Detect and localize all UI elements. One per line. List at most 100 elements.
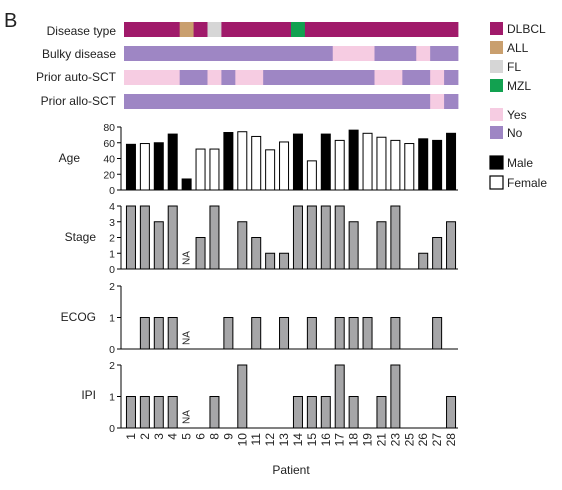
patient-tick-12: 12 bbox=[263, 433, 277, 447]
stage-bar-28 bbox=[446, 221, 457, 270]
legend-label-male: Male bbox=[507, 156, 533, 170]
auto-cell-3 bbox=[151, 70, 167, 85]
ecog-bar-17 bbox=[334, 317, 345, 350]
ipi-y-tick-label: 2 bbox=[109, 360, 115, 372]
ipi-na-label-5: NA bbox=[182, 410, 193, 424]
age-y-tick-label: 20 bbox=[103, 169, 115, 181]
age-bar-23 bbox=[390, 139, 401, 191]
patient-tick-17: 17 bbox=[333, 433, 347, 447]
age-y-tick-label: 80 bbox=[103, 122, 115, 134]
legend-swatch-mzl bbox=[490, 79, 503, 92]
auto-cell-18 bbox=[346, 70, 361, 85]
disease-cell-3 bbox=[151, 22, 167, 37]
prior-allo-sct-label: Prior allo-SCT bbox=[41, 94, 117, 108]
patient-tick-4: 4 bbox=[166, 433, 180, 440]
ecog-bar-9 bbox=[223, 317, 234, 350]
auto-cell-2 bbox=[137, 70, 153, 85]
age-bar-25 bbox=[404, 143, 415, 191]
bulky-cell-28 bbox=[444, 46, 459, 61]
stage-na-label-5: NA bbox=[182, 251, 193, 265]
age-panel: 0 20 40 60 80 bbox=[103, 122, 458, 197]
age-y-tick-label: 0 bbox=[109, 185, 115, 197]
disease-cell-5 bbox=[179, 22, 194, 37]
bulky-cell-13 bbox=[277, 46, 292, 61]
age-bar-12 bbox=[265, 149, 276, 191]
stage-bar-10 bbox=[237, 221, 248, 270]
bulky-disease-track bbox=[124, 46, 459, 61]
auto-cell-6 bbox=[193, 70, 208, 85]
legend-swatch-all bbox=[490, 41, 503, 54]
ecog-bar-19 bbox=[362, 317, 373, 350]
disease-cell-23 bbox=[388, 22, 403, 37]
ecog-bar-23 bbox=[390, 317, 401, 350]
patient-tick-11: 11 bbox=[249, 433, 263, 446]
allo-cell-28 bbox=[444, 94, 459, 109]
patient-tick-28: 28 bbox=[444, 433, 458, 447]
allo-cell-6 bbox=[193, 94, 208, 109]
patient-tick-15: 15 bbox=[305, 433, 319, 447]
ecog-na-label-5: NA bbox=[182, 331, 193, 345]
ipi-bar-21 bbox=[376, 396, 387, 429]
disease-cell-28 bbox=[444, 22, 459, 37]
patient-tick-labels: 1 2 3 4 5 6 8 9 10 11 12 13 14 15 16 17 18 19 21 23 25 26 27 28 bbox=[124, 433, 458, 447]
patient-tick-9: 9 bbox=[221, 433, 235, 440]
disease-cell-17 bbox=[332, 22, 348, 37]
bulky-cell-3 bbox=[151, 46, 167, 61]
allo-cell-10 bbox=[235, 94, 250, 109]
patient-tick-1: 1 bbox=[124, 433, 138, 440]
auto-cell-21 bbox=[374, 70, 389, 85]
disease-cell-27 bbox=[430, 22, 445, 37]
auto-cell-9 bbox=[221, 70, 236, 85]
age-axis-label: Age bbox=[59, 151, 81, 165]
stage-bar-8 bbox=[209, 205, 220, 270]
x-axis-label: Patient bbox=[272, 463, 310, 477]
age-bar-14 bbox=[292, 133, 303, 191]
age-bar-15 bbox=[306, 160, 317, 191]
legend-swatch-dlbcl bbox=[490, 22, 503, 35]
disease-cell-14 bbox=[291, 22, 306, 37]
ipi-bar-18 bbox=[348, 396, 359, 429]
disease-cell-4 bbox=[165, 22, 181, 37]
auto-cell-17 bbox=[332, 70, 348, 85]
disease-cell-15 bbox=[304, 22, 320, 37]
bulky-cell-11 bbox=[249, 46, 264, 61]
ecog-axis-label: ECOG bbox=[61, 310, 96, 324]
ecog-bar-3 bbox=[153, 317, 164, 350]
allo-cell-9 bbox=[221, 94, 236, 109]
allo-cell-15 bbox=[304, 94, 320, 109]
ipi-bar-16 bbox=[320, 396, 331, 429]
disease-cell-1 bbox=[124, 22, 139, 37]
patient-tick-18: 18 bbox=[347, 433, 361, 447]
stage-bar-11 bbox=[251, 237, 262, 270]
bulky-cell-4 bbox=[165, 46, 181, 61]
age-bar-9 bbox=[223, 132, 234, 191]
ipi-axis-label: IPI bbox=[81, 388, 96, 402]
disease-cell-10 bbox=[235, 22, 250, 37]
bulky-cell-6 bbox=[193, 46, 208, 61]
ipi-y-tick-label: 1 bbox=[109, 392, 115, 404]
disease-cell-25 bbox=[402, 22, 417, 37]
ecog-bar-2 bbox=[139, 317, 150, 350]
stage-bar-16 bbox=[320, 205, 331, 270]
patient-tick-26: 26 bbox=[416, 433, 430, 447]
legend-swatch-female bbox=[489, 175, 504, 190]
disease-cell-18 bbox=[346, 22, 361, 37]
age-bar-10 bbox=[237, 131, 248, 191]
age-bar-13 bbox=[279, 141, 290, 191]
stage-panel: 0 1 2 3 4 NA bbox=[109, 201, 458, 276]
legend-swatch-yes bbox=[490, 108, 503, 121]
stage-bar-12 bbox=[265, 252, 276, 270]
disease-cell-2 bbox=[137, 22, 153, 37]
bulky-cell-8 bbox=[207, 46, 222, 61]
bulky-cell-9 bbox=[221, 46, 236, 61]
allo-cell-13 bbox=[277, 94, 292, 109]
age-bar-21 bbox=[376, 136, 387, 191]
disease-type-label: Disease type bbox=[47, 24, 117, 38]
bulky-cell-19 bbox=[360, 46, 375, 61]
patient-tick-10: 10 bbox=[235, 433, 249, 447]
allo-cell-12 bbox=[263, 94, 278, 109]
allo-cell-19 bbox=[360, 94, 375, 109]
auto-cell-15 bbox=[304, 70, 320, 85]
ecog-bar-13 bbox=[279, 317, 290, 350]
patient-tick-3: 3 bbox=[152, 433, 166, 440]
